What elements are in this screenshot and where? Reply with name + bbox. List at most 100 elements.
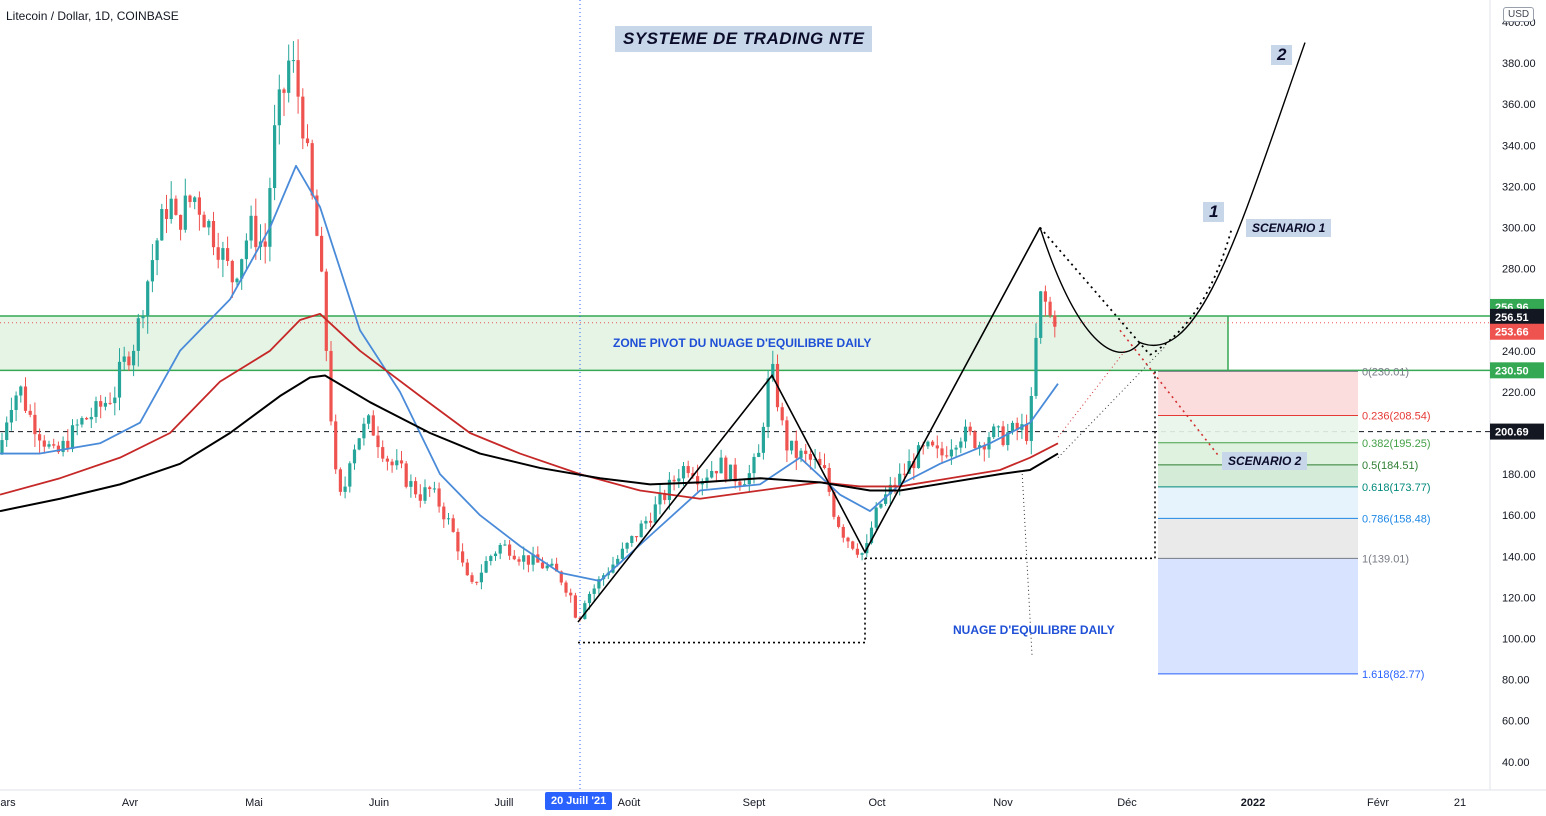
zone-pivot-label: ZONE PIVOT DU NUAGE D'EQUILIBRE DAILY [613,336,872,350]
candle-body [663,493,667,501]
candle-body [226,248,230,262]
time-tick-label: Mai [245,797,263,809]
candle-body [869,527,874,544]
candle-body [1034,337,1038,396]
time-tick-label: Avr [122,797,139,809]
candle-body [404,463,408,487]
candle-body [127,356,131,366]
candle-body [696,476,700,485]
fib-band [1158,415,1358,443]
wave-2-label: 2 [1271,45,1293,65]
fib-level-label: 0.5(184.51) [1362,460,1418,472]
candle-body [1010,422,1015,433]
price-tick-label: 360.00 [1502,99,1536,111]
candle-body [1048,301,1052,316]
candle-body [583,603,587,619]
symbol-header[interactable]: Litecoin / Dollar, 1D, COINBASE [6,9,179,23]
candle-body [456,531,460,552]
candle-body [155,240,159,261]
candle-body [99,401,103,407]
candle-body [291,60,295,62]
candle-body [484,561,488,573]
candle-body [0,440,4,454]
candle-body [804,450,808,454]
candle-body [179,214,183,230]
candle-body [235,278,239,283]
candle-body [216,247,220,260]
price-label: 230.50 [1490,362,1544,379]
candle-body [531,554,535,565]
candle-body [70,425,75,450]
candle-body [931,441,935,446]
candle-body [818,458,822,466]
candle-body [315,195,319,236]
candle-body [324,271,328,351]
fib-band [1158,558,1358,674]
price-label-text: 253.66 [1495,327,1529,339]
candle-body [935,445,939,449]
candle-body [160,209,164,241]
candle-body [733,464,737,482]
price-label-text: 230.50 [1495,365,1529,377]
candle-body [813,458,817,460]
candle-body [268,188,272,247]
candle-body [1025,424,1029,441]
price-label: 200.69 [1490,423,1544,440]
candle-body [221,248,225,260]
candle-body [385,458,389,462]
currency-button[interactable]: USD [1503,7,1535,22]
candle-body [122,356,126,362]
candle-body [475,581,479,583]
candle-body [211,221,216,248]
candle-body [442,506,446,520]
candle-body [851,541,855,549]
candle-body [108,402,112,404]
candle-body [164,209,169,220]
price-tick-label: 60.00 [1502,716,1530,728]
candle-body [399,460,404,464]
candle-body [493,553,498,557]
candle-body [794,440,798,458]
candle-body [771,363,775,379]
candle-body [963,426,968,442]
candle-body [916,445,921,469]
price-label-text: 256.51 [1495,312,1529,324]
candle-body [564,582,568,593]
candle-body [714,470,718,474]
candle-body [357,438,361,450]
candle-body [799,450,803,458]
candle-body [996,426,1000,428]
candle-body [390,461,394,466]
candle-body [446,518,451,520]
candle-body [240,259,244,279]
time-tick-label: Nov [993,797,1013,809]
candle-body [846,537,850,542]
candle-body [352,449,357,464]
candle-body [94,401,98,417]
candle-body [522,555,526,562]
fib-band [1158,486,1358,519]
candle-body [1053,315,1057,327]
crosshair-date-tag: 20 Juill '21 [545,792,613,810]
candle-body [658,493,662,505]
candle-body [710,470,714,478]
candle-body [423,487,427,501]
candle-body [1043,291,1047,302]
candle-body [28,410,32,415]
candle-body [296,60,300,97]
candle-body [705,477,709,482]
candle-body [639,523,643,538]
candle-body [926,441,930,447]
candle-body [677,478,681,482]
price-label-text: 200.69 [1495,427,1529,439]
time-tick-label: Déc [1117,797,1137,809]
candle-body [959,441,963,448]
candle-body [973,431,977,449]
candle-body [597,579,601,589]
trading-system-title: SYSTEME DE TRADING NTE [615,26,873,52]
candle-body [329,350,333,422]
candle-body [89,416,93,420]
candle-body [141,316,145,319]
candle-body [940,448,944,456]
